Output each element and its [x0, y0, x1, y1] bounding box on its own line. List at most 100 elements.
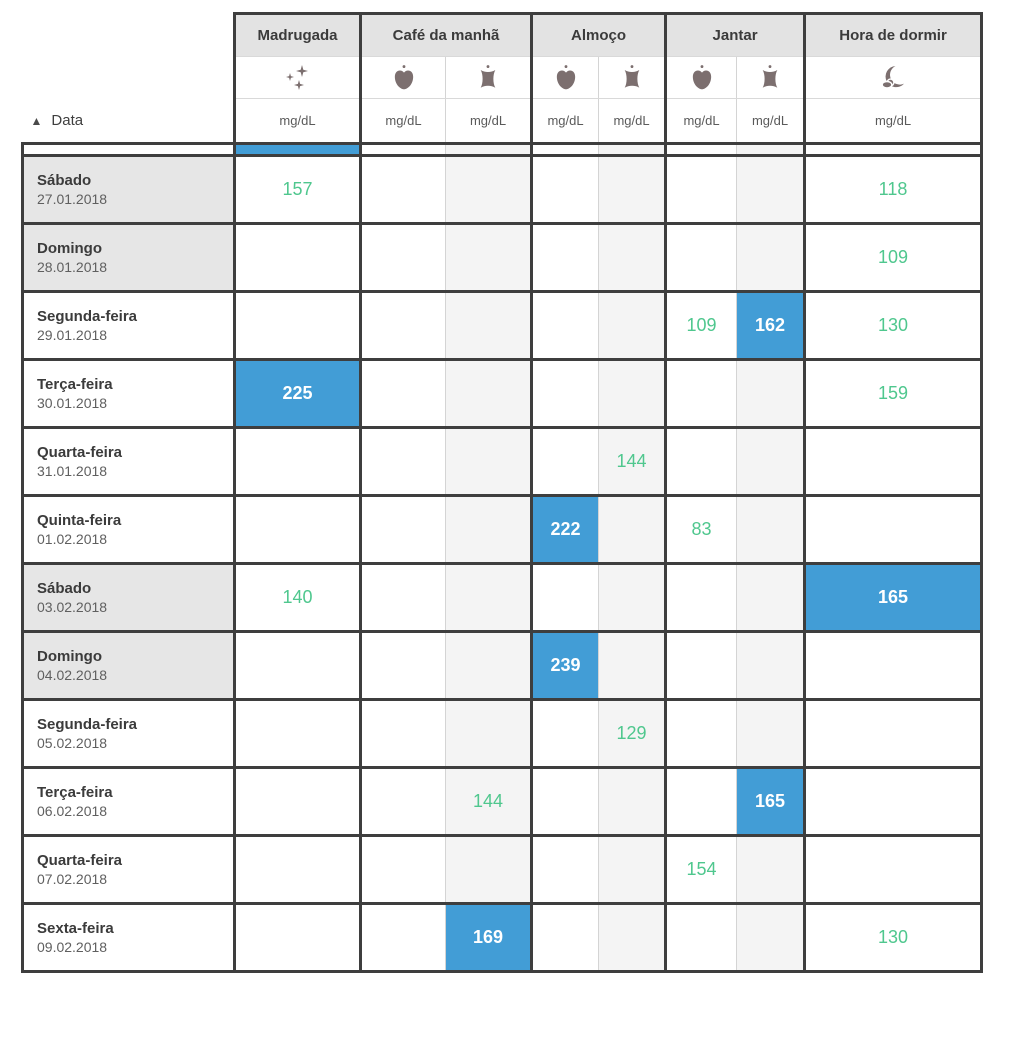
glucose-cell-hora-de-dormir[interactable]: 130: [803, 290, 984, 360]
glucose-cell-almoco-after[interactable]: 144: [598, 426, 666, 496]
glucose-cell-jantar-after: [736, 358, 805, 428]
day-label: Sexta-feira: [37, 919, 114, 937]
date-label: 05.02.2018: [37, 734, 108, 751]
group-header-almoco: Almoço: [531, 12, 668, 57]
glucose-cell-cafe-before: [360, 698, 446, 768]
date-label: 01.02.2018: [37, 530, 108, 547]
date-cell: Quinta-feira 01.02.2018: [21, 494, 236, 564]
glucose-cell-madrugada: [233, 630, 362, 700]
glucose-cell-hora-de-dormir[interactable]: 118: [803, 154, 984, 224]
glucose-cell-hora-de-dormir[interactable]: 130: [803, 902, 984, 973]
glucose-cell-cafe-after[interactable]: 144: [444, 766, 532, 836]
glucose-cell-jantar-before: [664, 698, 737, 768]
date-cell: Terça-feira 06.02.2018: [21, 766, 236, 836]
glucose-cell-cafe-before: [360, 834, 446, 904]
glucose-cell-hora-de-dormir[interactable]: 109: [803, 222, 984, 292]
glucose-cell-almoco-before: [530, 426, 599, 496]
glucose-cell-jantar-after: [736, 902, 805, 973]
glucose-cell-almoco-after: [598, 358, 666, 428]
glucose-cell-jantar-before: [664, 142, 737, 156]
date-cell: Sexta-feira 09.02.2018: [21, 902, 236, 973]
glucose-cell-cafe-before: [360, 902, 446, 973]
group-header-hora-de-dormir: Hora de dormir: [804, 12, 984, 57]
day-label: Segunda-feira: [37, 715, 138, 733]
glucose-cell-cafe-after[interactable]: 169: [444, 902, 532, 973]
glucose-cell-jantar-before[interactable]: 109: [664, 290, 737, 360]
glucose-cell-madrugada: [233, 222, 362, 292]
glucose-cell-almoco-before[interactable]: 222: [530, 494, 599, 564]
table-row: Domingo 28.01.2018 109: [21, 222, 984, 292]
date-label: 30.01.2018: [37, 394, 108, 411]
glucose-cell-hora-de-dormir[interactable]: 165: [803, 562, 984, 632]
glucose-cell-madrugada[interactable]: 140: [233, 562, 362, 632]
date-label: 06.02.2018: [37, 802, 108, 819]
day-label: Sábado: [37, 171, 92, 189]
date-cell: Segunda-feira 29.01.2018: [21, 290, 236, 360]
table-row: Sábado 27.01.2018 157 118: [21, 154, 984, 224]
date-column-header[interactable]: ▲ Data: [22, 98, 235, 144]
glucose-cell-cafe-after: [444, 426, 532, 496]
glucose-cell-cafe-after: [444, 494, 532, 564]
table-row: Quinta-feira 01.02.2018 222 83: [21, 494, 984, 564]
sort-ascending-icon[interactable]: ▲: [30, 113, 43, 128]
glucose-cell-hora-de-dormir: [803, 834, 984, 904]
glucose-cell-almoco-before: [530, 698, 599, 768]
glucose-cell-jantar-after: [736, 142, 805, 156]
apple-core-icon: [444, 56, 532, 99]
glucose-cell-jantar-before[interactable]: 154: [664, 834, 737, 904]
glucose-cell-hora-de-dormir: [803, 630, 984, 700]
glucose-cell-hora-de-dormir[interactable]: 159: [803, 358, 984, 428]
glucose-cell-cafe-after: [444, 630, 532, 700]
glucose-cell-madrugada: [233, 494, 362, 564]
glucose-cell-almoco-after[interactable]: 129: [598, 698, 666, 768]
glucose-cell-madrugada: [233, 142, 362, 156]
glucose-cell-cafe-after: [444, 290, 532, 360]
glucose-cell-almoco-after: [598, 902, 666, 973]
glucose-cell-madrugada[interactable]: 157: [233, 154, 362, 224]
glucose-cell-almoco-before[interactable]: 239: [530, 630, 599, 700]
glucose-cell-almoco-before: [530, 142, 599, 156]
glucose-cell-jantar-after[interactable]: 162: [736, 290, 805, 360]
glucose-cell-cafe-after: [444, 562, 532, 632]
glucose-cell-jantar-before: [664, 766, 737, 836]
glucose-cell-almoco-after: [598, 222, 666, 292]
date-cell: Sábado 03.02.2018: [21, 562, 236, 632]
partial-row: [21, 142, 984, 156]
glucose-cell-cafe-after: [444, 142, 532, 156]
table-row: Sexta-feira 09.02.2018 169 130: [21, 902, 984, 973]
glucose-cell-cafe-after: [444, 222, 532, 292]
header-spacer: [22, 13, 235, 57]
day-label: Quarta-feira: [37, 851, 123, 869]
glucose-cell-almoco-before: [530, 766, 599, 836]
group-header-jantar: Jantar: [665, 12, 807, 57]
glucose-table: Madrugada Café da manhã Almoço Jantar Ho…: [21, 12, 984, 973]
date-label: 28.01.2018: [37, 258, 108, 275]
glucose-cell-jantar-after: [736, 834, 805, 904]
date-label: 09.02.2018: [37, 938, 108, 955]
date-cell: Segunda-feira 05.02.2018: [21, 698, 236, 768]
date-label: 27.01.2018: [37, 190, 108, 207]
glucose-cell-jantar-after[interactable]: 165: [736, 766, 805, 836]
glucose-cell-jantar-before[interactable]: 83: [664, 494, 737, 564]
unit-label: mg/dL: [598, 98, 666, 144]
glucose-cell-madrugada: [233, 766, 362, 836]
glucose-cell-almoco-after: [598, 290, 666, 360]
glucose-cell-almoco-before: [530, 834, 599, 904]
apple-core-icon: [736, 56, 805, 99]
day-label: Segunda-feira: [37, 307, 138, 325]
glucose-cell-almoco-after: [598, 494, 666, 564]
glucose-cell-cafe-before: [360, 358, 446, 428]
glucose-cell-jantar-after: [736, 222, 805, 292]
date-cell: Terça-feira 30.01.2018: [21, 358, 236, 428]
glucose-cell-cafe-before: [360, 222, 446, 292]
glucose-cell-jantar-after: [736, 154, 805, 224]
day-label: Terça-feira: [37, 375, 113, 393]
table-row: Quarta-feira 31.01.2018 144: [21, 426, 984, 496]
table-row: Sábado 03.02.2018 140 165: [21, 562, 984, 632]
glucose-cell-madrugada[interactable]: 225: [233, 358, 362, 428]
glucose-cell-jantar-after: [736, 494, 805, 564]
apple-icon: [530, 56, 599, 99]
glucose-cell-almoco-after: [598, 154, 666, 224]
unit-label: mg/dL: [736, 98, 805, 144]
